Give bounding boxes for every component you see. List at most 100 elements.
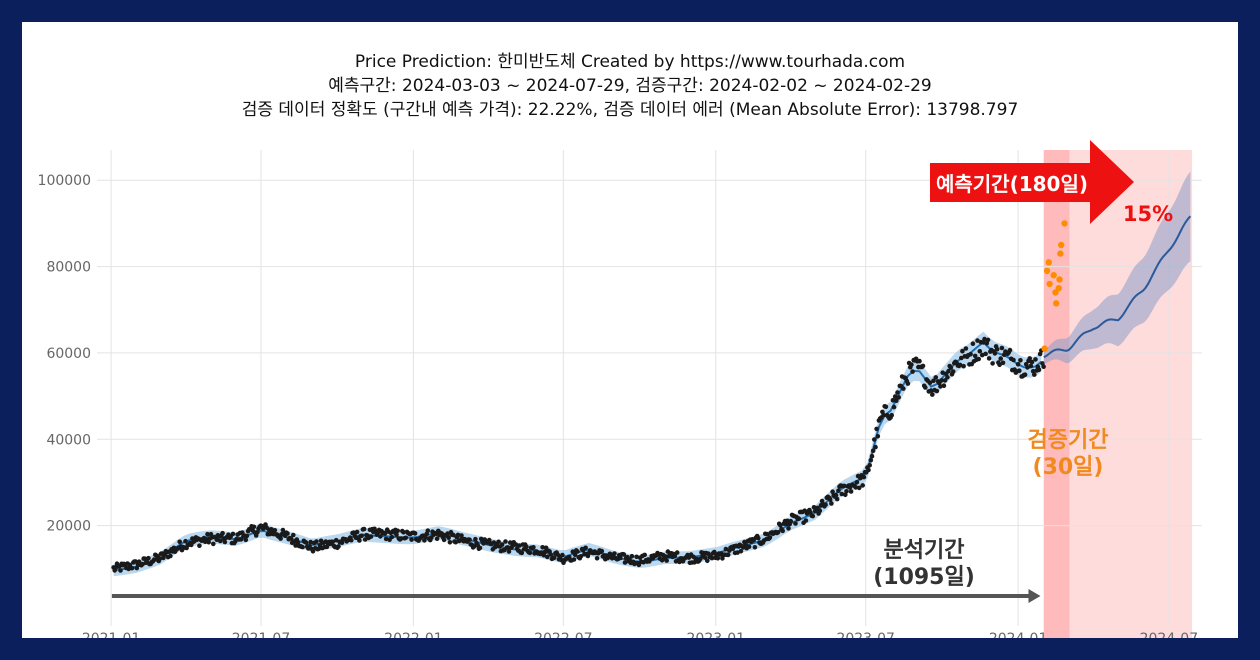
actual-price-point [905,381,911,386]
actual-price-point [612,551,617,556]
actual-price-point [506,549,512,554]
analysis-period-label: 분석기간 [884,538,965,563]
actual-price-point [928,388,934,393]
actual-price-point [950,369,956,374]
actual-price-point [986,356,992,361]
validation-price-point [1056,276,1063,283]
actual-price-point [1015,362,1021,367]
actual-price-point [946,368,951,374]
actual-price-point [896,395,901,400]
actual-price-point [983,351,988,357]
actual-price-point [945,375,950,380]
actual-price-point [994,347,1000,352]
actual-price-point [870,448,876,454]
validation-price-point [1058,241,1065,249]
actual-price-point [398,536,404,541]
actual-price-point [844,489,849,494]
actual-price-point [451,532,456,538]
analysis-arrow-head [1028,589,1041,603]
actual-price-point [621,552,627,557]
actual-price-point [177,539,182,545]
actual-price-point [288,536,294,541]
actual-price-point [394,532,399,537]
actual-price-point [672,553,678,559]
actual-price-point [409,537,414,542]
actual-price-point [293,543,298,548]
actual-price-point [982,336,987,342]
actual-price-point [118,568,123,573]
x-tick-label: 2022-01 [384,631,443,638]
actual-price-point [874,426,879,432]
actual-price-point [856,485,862,491]
actual-price-point [767,535,773,540]
actual-price-point [357,538,362,543]
validation-price-point [1046,280,1053,288]
actual-price-point [295,540,301,545]
actual-price-point [985,337,991,343]
actual-price-point [308,539,314,545]
actual-price-point [923,385,928,390]
actual-price-point [960,348,965,354]
actual-price-point [715,556,721,561]
actual-price-point [889,412,894,418]
forecast-uncertainty-band [1043,171,1191,364]
actual-price-point [867,463,872,468]
actual-price-point [1025,365,1030,370]
actual-price-point [972,353,978,359]
actual-price-point [1011,357,1016,363]
validation-price-point [1041,345,1048,352]
actual-price-point [823,502,828,508]
actual-price-point [540,545,545,550]
actual-price-point [446,535,452,541]
prediction-period-label: 예측기간(180일) [936,172,1088,196]
actual-price-point [861,474,867,480]
actual-price-point [725,552,731,558]
actual-price-point [571,557,577,562]
actual-price-point [503,539,508,544]
validation-price-point [1043,267,1051,275]
actual-price-point [920,363,926,369]
actual-price-point [403,535,409,541]
actual-price-point [383,536,389,542]
actual-price-point [609,556,615,561]
actual-price-point [977,348,983,354]
actual-price-point [447,540,453,545]
actual-price-point [663,554,668,559]
actual-price-point [873,444,878,450]
actual-price-point [931,378,936,384]
actual-price-point [395,528,401,534]
actual-price-point [507,540,513,545]
actual-price-point [146,555,151,561]
actual-price-point [572,552,578,558]
actual-price-point [473,536,478,542]
actual-price-point [709,555,715,561]
actual-price-point [998,356,1003,361]
actual-price-point [853,485,859,490]
actual-price-point [1032,372,1037,377]
actual-price-point [841,483,847,489]
actual-price-point [441,537,447,543]
actual-price-point [738,548,744,554]
actual-price-point [551,555,557,561]
actual-price-point [1033,357,1038,362]
actual-price-point [883,404,889,410]
actual-price-point [793,521,798,526]
actual-price-point [423,535,428,540]
actual-price-point [278,536,283,541]
actual-price-point [1027,356,1032,361]
actual-price-point [830,489,835,495]
prediction-period-arrow [930,140,1134,224]
x-tick-label: 2022-07 [534,631,593,638]
chart-frame: Price Prediction: 한미반도체 Created by https… [22,22,1238,638]
actual-price-point [959,355,964,361]
actual-price-point [285,531,290,536]
y-tick-label: 40000 [46,432,91,448]
actual-price-point [629,553,635,559]
actual-price-point [705,558,710,564]
actual-price-point [330,539,336,545]
actual-price-point [211,541,216,547]
validation-price-point [1045,259,1052,266]
actual-price-point [1017,368,1022,374]
actual-price-point [927,380,933,386]
x-tick-label: 2024-01 [989,631,1048,638]
